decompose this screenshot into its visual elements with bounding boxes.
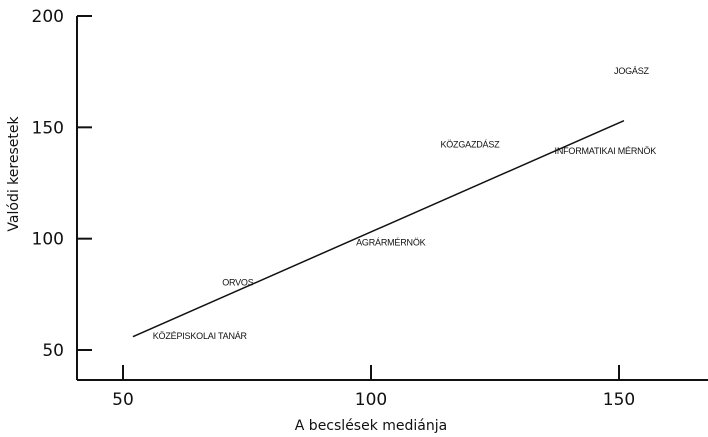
point-label: AGRÁRMÉRNÖK [356,237,426,247]
y-tick-label: 100 [32,230,64,250]
point-label: INFORMATIKAI MÉRNÖK [555,146,657,156]
y-tick-label: 50 [42,341,64,361]
trend-line [132,119,625,338]
y-axis-title: Valódi keresetek [6,116,22,232]
point-label: JOGÁSZ [614,66,650,76]
x-axis-title: A becslések mediánja [295,418,447,434]
point-label: ORVOS [222,277,254,287]
y-tick-label: 200 [32,7,64,27]
trend-line-group [132,119,625,338]
y-tick-label: 150 [32,118,64,138]
axes: 50 100 150 200 50 100 150 [32,7,708,410]
x-tick-label: 150 [603,390,635,410]
x-tick-label: 100 [355,390,387,410]
x-tick-label: 50 [112,390,134,410]
point-labels: KÖZÉPISKOLAI TANÁR ORVOS AGRÁRMÉRNÖK KÖZGAZ… [153,66,657,341]
point-label: KÖZÉPISKOLAI TANÁR [153,331,248,341]
point-label: KÖZGAZDÁSZ [440,139,500,149]
